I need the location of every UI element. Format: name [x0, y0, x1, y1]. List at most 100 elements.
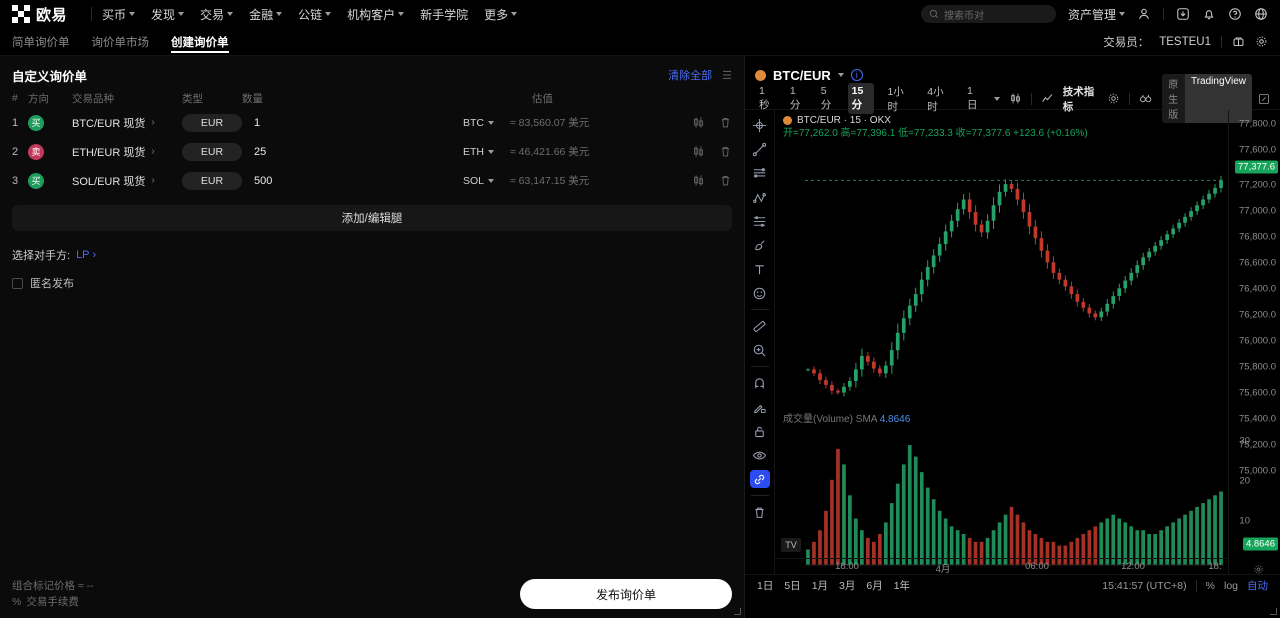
tradingview-logo[interactable]: TV — [781, 538, 801, 552]
trash-icon[interactable] — [750, 503, 770, 521]
timeframe-1d[interactable]: 1日 — [967, 85, 978, 111]
symbol-selector[interactable]: SOL/EUR 现货 › — [72, 173, 182, 189]
bell-icon[interactable] — [1202, 7, 1216, 21]
auto-scale-toggle[interactable]: 自动 — [1247, 580, 1268, 592]
symbol-selector[interactable]: ETH/EUR 现货 › — [72, 144, 182, 160]
timeframe-15m[interactable]: 15分 — [847, 83, 875, 114]
layout-icon[interactable] — [1232, 35, 1245, 48]
info-icon[interactable]: i — [850, 69, 863, 81]
chevron-down-icon[interactable] — [993, 96, 1000, 101]
magnet-icon[interactable] — [750, 374, 770, 392]
nav-item-finance[interactable]: 金融 — [249, 6, 283, 23]
fib-icon[interactable] — [750, 212, 770, 230]
timeframe-1h[interactable]: 1小时 — [887, 85, 904, 113]
nav-item-institutional[interactable]: 机构客户 — [347, 6, 405, 23]
unit-selector[interactable]: SOL — [448, 175, 494, 187]
publish-rfq-button[interactable]: 发布询价单 — [520, 579, 732, 609]
search-input[interactable]: 搜索币对 — [920, 5, 1056, 23]
resize-handle[interactable] — [734, 608, 741, 615]
time-axis[interactable]: 18:00 4月 06:00 12:00 18: — [775, 558, 1228, 575]
chart-type-icon[interactable] — [1009, 92, 1022, 105]
delete-row-icon[interactable] — [719, 116, 732, 129]
anonymous-checkbox[interactable] — [12, 277, 23, 289]
delete-row-icon[interactable] — [719, 174, 732, 187]
draw-lock-icon[interactable] — [750, 398, 770, 416]
direction-toggle[interactable]: 买 — [28, 172, 72, 189]
range-1y[interactable]: 1年 — [893, 580, 911, 592]
nav-item-discover[interactable]: 发现 — [151, 6, 185, 23]
gear-icon[interactable] — [1255, 35, 1268, 48]
chart-settings-gear-icon[interactable] — [1107, 92, 1120, 105]
range-1d[interactable]: 1日 — [757, 580, 774, 592]
axis-settings-icon[interactable] — [1253, 564, 1264, 575]
okx-logo[interactable]: 欧易 — [12, 4, 67, 25]
symbol-selector[interactable]: BTC/EUR 现货 › — [72, 115, 182, 131]
log-scale-toggle[interactable]: log — [1223, 579, 1238, 592]
price-axis[interactable]: 77,800.0 77,600.0 77,377.6 77,200.0 77,0… — [1228, 110, 1280, 574]
emoji-icon[interactable] — [750, 284, 770, 302]
pitchfork-icon[interactable] — [750, 188, 770, 206]
nav-item-more[interactable]: 更多 — [484, 6, 518, 23]
compare-icon[interactable] — [1139, 92, 1153, 105]
candlestick-icon[interactable] — [692, 174, 705, 187]
percent-scale-toggle[interactable]: % — [1205, 579, 1215, 592]
text-icon[interactable] — [750, 260, 770, 278]
trendline-icon[interactable] — [750, 140, 770, 158]
user-icon[interactable] — [1137, 7, 1151, 21]
nav-item-chain[interactable]: 公链 — [298, 6, 332, 23]
indicators-icon[interactable] — [1041, 92, 1054, 105]
help-icon[interactable] — [1228, 7, 1242, 21]
timeframe-5m[interactable]: 5分 — [820, 85, 832, 111]
tab-simple-rfq[interactable]: 简单询价单 — [12, 36, 70, 49]
zoom-in-icon[interactable] — [750, 341, 770, 359]
horizontal-lines-icon[interactable] — [750, 164, 770, 182]
eye-icon[interactable] — [750, 446, 770, 464]
currency-pill[interactable]: EUR — [182, 171, 242, 190]
globe-icon[interactable] — [1254, 7, 1268, 21]
ruler-icon[interactable] — [750, 317, 770, 335]
nav-item-buy[interactable]: 买币 — [102, 6, 136, 23]
timeframe-1s[interactable]: 1秒 — [759, 85, 770, 111]
nav-item-trade[interactable]: 交易 — [200, 6, 234, 23]
mode-native-option[interactable]: 原生版 — [1168, 80, 1179, 121]
assets-label: 资产管理 — [1067, 7, 1116, 22]
add-edit-leg-button[interactable]: 添加/编辑腿 — [12, 205, 732, 231]
chevron-down-icon[interactable] — [837, 73, 844, 77]
delete-row-icon[interactable] — [719, 145, 732, 158]
lock-icon[interactable] — [750, 422, 770, 440]
unit-selector[interactable]: ETH — [448, 146, 494, 158]
counterparty-selector[interactable]: LP › — [76, 249, 96, 261]
tab-create-rfq[interactable]: 创建询价单 — [171, 28, 229, 55]
range-1mo[interactable]: 1月 — [811, 580, 829, 592]
timeframe-1m[interactable]: 1分 — [789, 85, 801, 111]
crosshair-icon[interactable] — [750, 116, 770, 134]
panel-menu-icon[interactable]: ☰ — [722, 69, 732, 82]
quantity-input[interactable] — [254, 116, 448, 129]
unit-selector[interactable]: BTC — [448, 117, 494, 129]
assets-menu[interactable]: 资产管理 — [1068, 6, 1125, 23]
range-6mo[interactable]: 6月 — [866, 580, 883, 592]
resize-handle[interactable] — [1270, 608, 1277, 615]
direction-toggle[interactable]: 卖 — [28, 143, 72, 160]
fullscreen-icon[interactable] — [1258, 93, 1270, 105]
link-icon[interactable] — [749, 470, 770, 488]
brush-icon[interactable] — [750, 236, 770, 254]
range-5d[interactable]: 5日 — [784, 580, 801, 592]
indicators-label[interactable]: 技术指标 — [1062, 85, 1095, 113]
candlestick-icon[interactable] — [692, 145, 705, 158]
quantity-input[interactable] — [254, 174, 448, 187]
currency-pill[interactable]: EUR — [182, 113, 242, 132]
range-3mo[interactable]: 3月 — [839, 580, 856, 592]
valuation-value: ≈ 63,147.15 美元 — [510, 175, 590, 187]
timeframe-4h[interactable]: 4小时 — [927, 85, 944, 113]
direction-toggle[interactable]: 买 — [28, 114, 72, 131]
quantity-input[interactable] — [254, 145, 448, 158]
download-icon[interactable] — [1176, 7, 1190, 21]
candlestick-icon[interactable] — [692, 116, 705, 129]
currency-pill[interactable]: EUR — [182, 142, 242, 161]
price-chart-canvas[interactable]: BTC/EUR · 15 · OKX 开=77,262.0 高=77,396.1… — [775, 110, 1228, 574]
nav-item-academy[interactable]: 新手学院 — [420, 6, 468, 23]
clear-all-button[interactable]: 清除全部 — [668, 70, 713, 82]
tab-rfq-market[interactable]: 询价单市场 — [91, 36, 150, 49]
mode-tradingview-option[interactable]: TradingView — [1184, 74, 1253, 123]
